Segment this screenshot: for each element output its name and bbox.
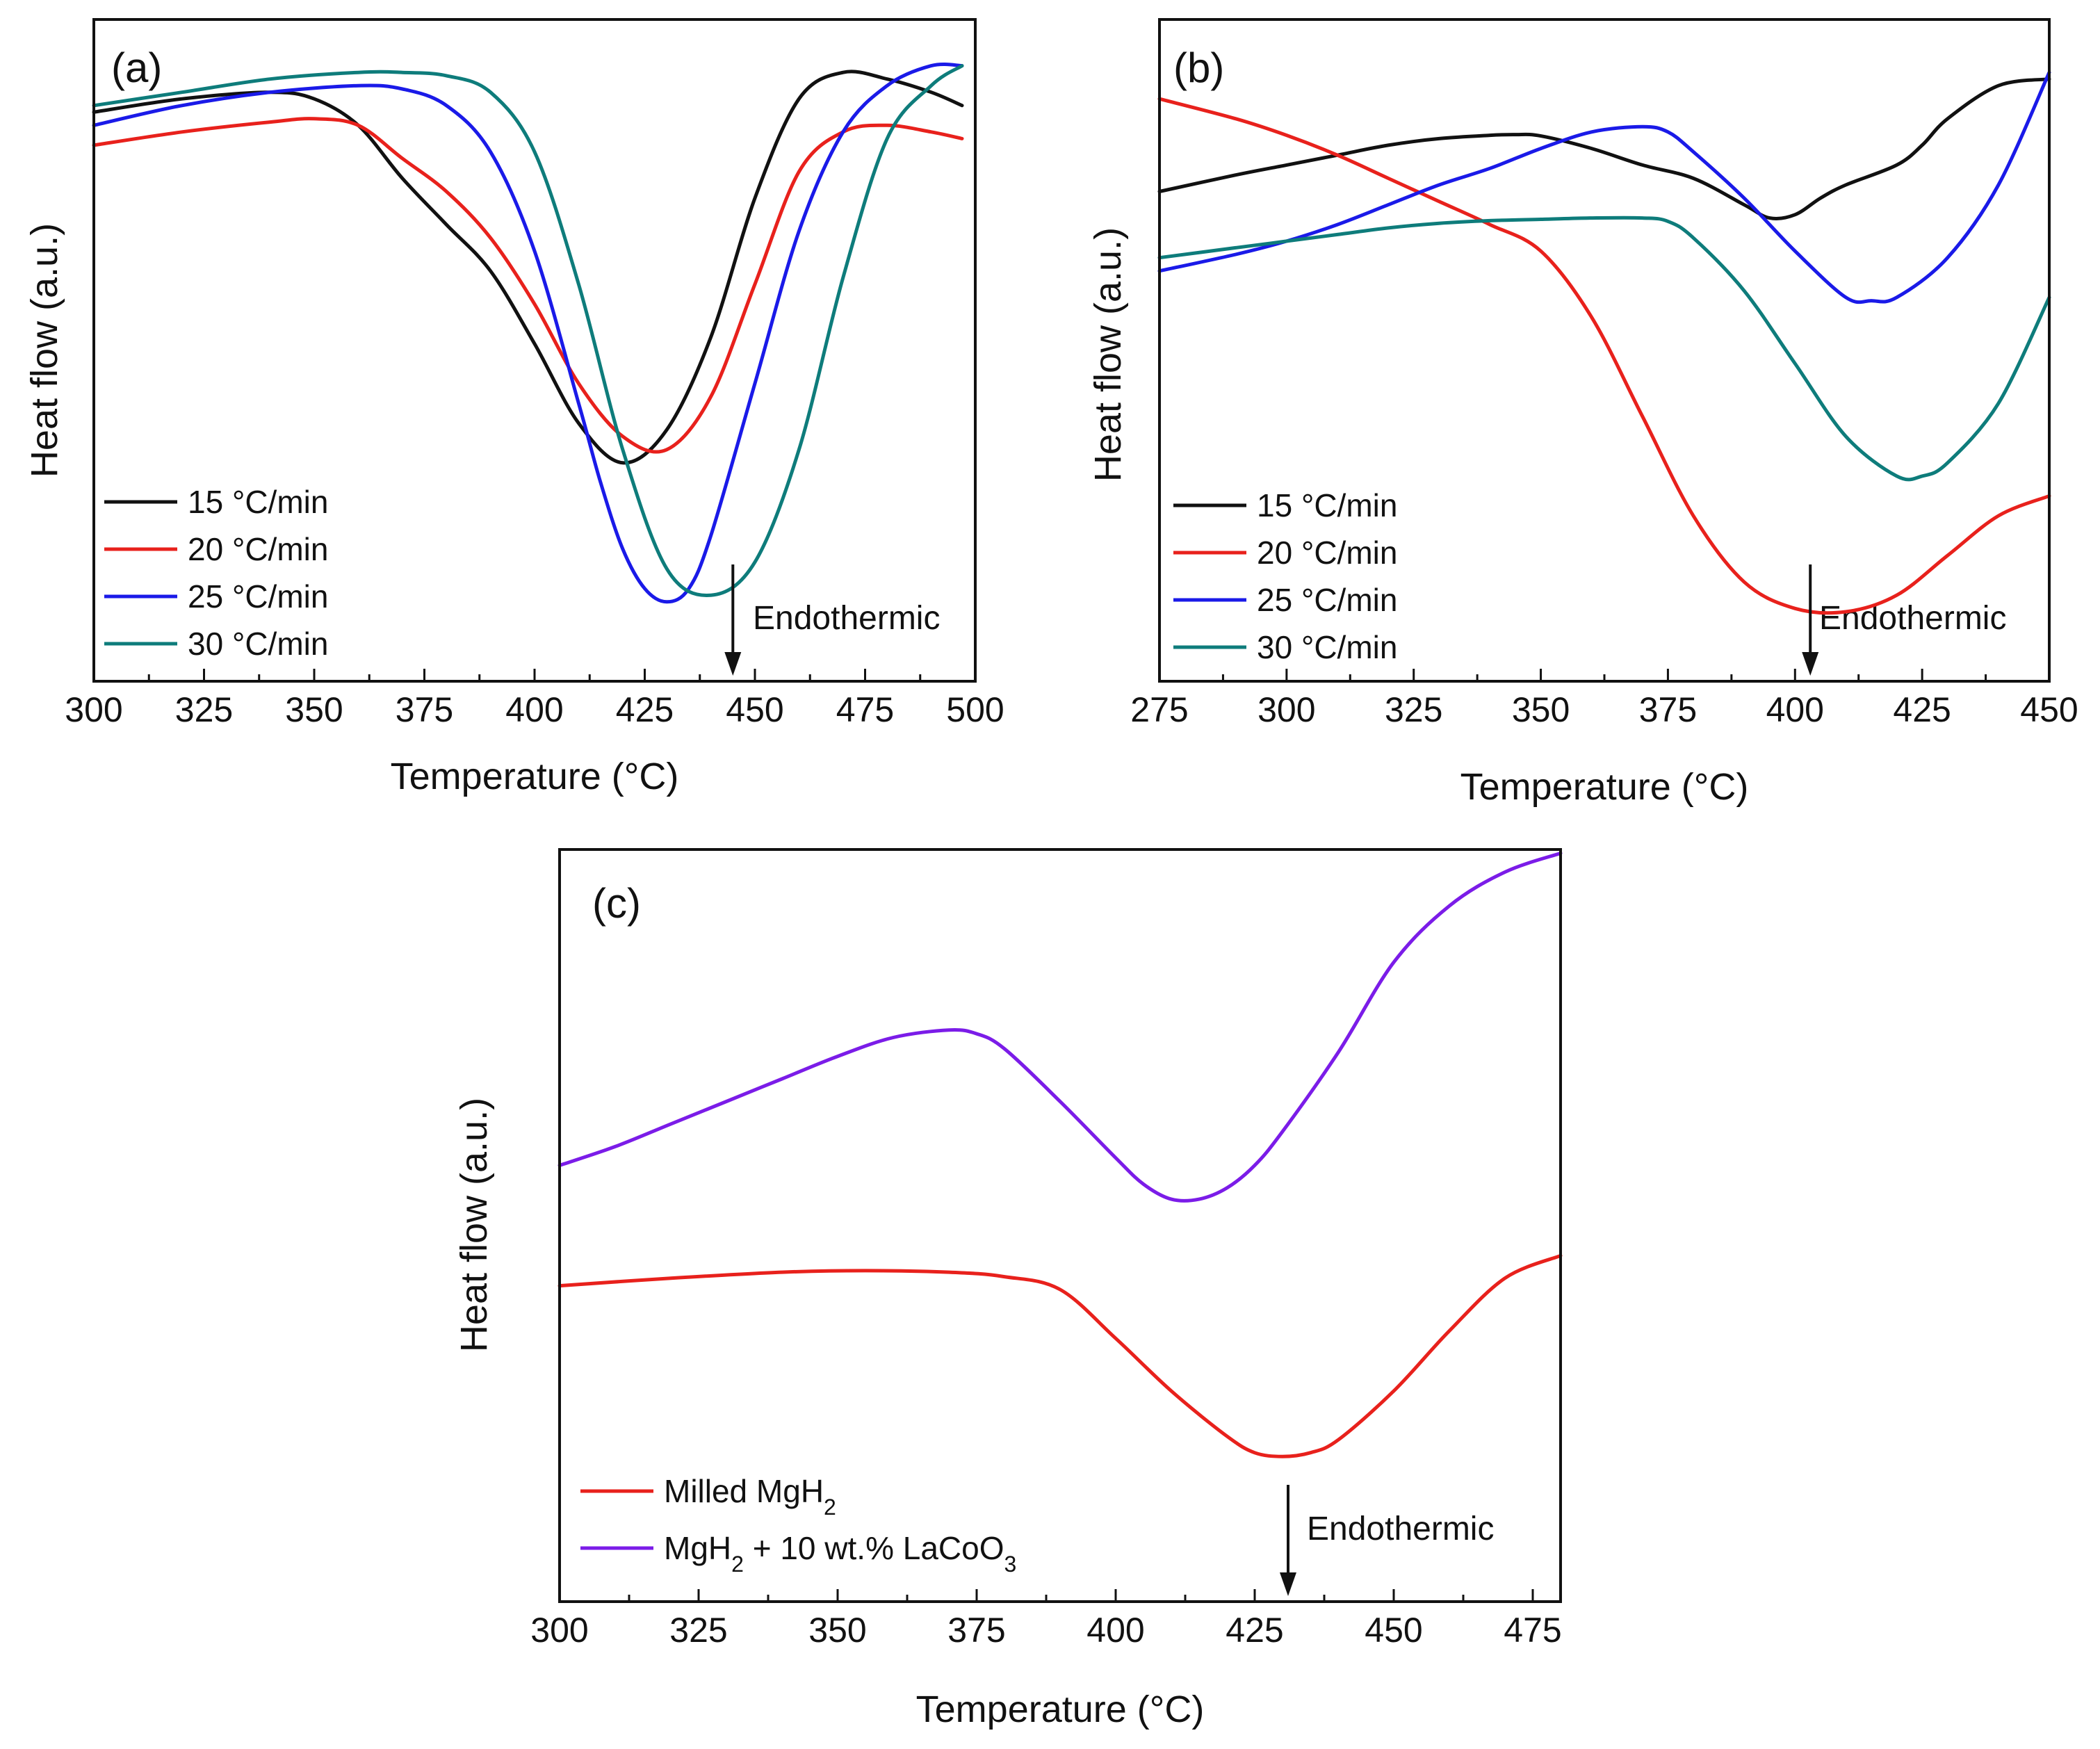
legend-label: 20 °C/min	[188, 531, 328, 567]
x-tick-label: 400	[1766, 690, 1824, 729]
legend-label: 20 °C/min	[1257, 535, 1397, 571]
x-tick-label: 475	[1504, 1611, 1561, 1650]
series-line-1	[1157, 77, 2051, 221]
x-tick-label: 425	[1893, 690, 1951, 729]
series-line-3	[1157, 70, 2051, 304]
legend: 15 °C/min 20 °C/min 25 °C/min 30 °C/min	[1173, 487, 1397, 665]
x-tick-label: 425	[1226, 1611, 1283, 1650]
legend-label: 25 °C/min	[1257, 582, 1397, 618]
x-tick-label: 300	[65, 690, 122, 729]
panel-b: Heat flow (a.u.) Temperature (°C) (b) En…	[1087, 18, 2078, 808]
series-line-4	[92, 64, 964, 597]
x-axis-title: Temperature (°C)	[391, 756, 679, 797]
endothermic-arrow-head	[724, 652, 742, 676]
legend-label: 25 °C/min	[188, 578, 328, 615]
x-tick-label: 500	[946, 690, 1004, 729]
panel-label: (c)	[592, 880, 641, 927]
series-line-2	[557, 851, 1563, 1203]
x-tick-label: 350	[808, 1611, 866, 1650]
series-line-2	[92, 117, 964, 454]
endothermic-label: Endothermic	[1307, 1511, 1494, 1547]
x-tick-label: 325	[669, 1611, 727, 1650]
legend: Milled MgH2 MgH2 + 10 wt.% LaCoO3	[580, 1473, 1016, 1577]
x-tick-label: 450	[2020, 690, 2078, 729]
series-line-1	[92, 70, 964, 465]
x-tick-label: 325	[1385, 690, 1442, 729]
y-axis-title: Heat flow (a.u.)	[1087, 227, 1129, 482]
panel-c: Heat flow (a.u.) Temperature (°C) (c) En…	[453, 848, 1563, 1730]
x-tick-label: 475	[836, 690, 894, 729]
endothermic-arrow-head	[1802, 652, 1819, 676]
x-tick-label: 350	[1512, 690, 1570, 729]
x-tick-label: 300	[1257, 690, 1315, 729]
endothermic-arrow-head	[1280, 1572, 1296, 1596]
legend-label: MgH2 + 10 wt.% LaCoO3	[664, 1530, 1016, 1577]
legend-label: 30 °C/min	[188, 626, 328, 662]
y-axis-title: Heat flow (a.u.)	[24, 223, 65, 478]
x-tick-label: 450	[726, 690, 783, 729]
x-tick-label: 375	[1639, 690, 1697, 729]
x-tick-label: 400	[505, 690, 563, 729]
x-tick-label: 350	[285, 690, 343, 729]
series-line-3	[92, 63, 964, 604]
endothermic-label: Endothermic	[753, 600, 940, 637]
endothermic-label: Endothermic	[1819, 600, 2006, 637]
legend: 15 °C/min 20 °C/min 25 °C/min 30 °C/min	[104, 484, 328, 662]
plot-frame	[92, 18, 977, 683]
x-axis-title: Temperature (°C)	[1460, 766, 1749, 808]
x-tick-label: 325	[175, 690, 233, 729]
plot-frame	[1158, 18, 2051, 683]
panel-label: (b)	[1173, 44, 1224, 91]
plot-frame	[558, 848, 1562, 1603]
panel-a: Heat flow (a.u.) Temperature (°C) (a) En…	[24, 18, 1004, 797]
x-tick-label: 275	[1130, 690, 1188, 729]
legend-label: 30 °C/min	[1257, 629, 1397, 665]
legend-label: 15 °C/min	[1257, 487, 1397, 523]
x-tick-label: 375	[396, 690, 453, 729]
y-axis-title: Heat flow (a.u.)	[453, 1098, 495, 1352]
x-tick-label: 400	[1086, 1611, 1144, 1650]
series-line-4	[1157, 215, 2051, 482]
series-line-1	[557, 1253, 1563, 1458]
series-line-2	[1157, 97, 2051, 615]
legend-label: 15 °C/min	[188, 484, 328, 520]
x-axis-title: Temperature (°C)	[916, 1689, 1205, 1730]
panel-label: (a)	[111, 44, 162, 91]
x-tick-label: 450	[1365, 1611, 1422, 1650]
x-tick-label: 425	[616, 690, 674, 729]
legend-label: Milled MgH2	[664, 1473, 836, 1520]
x-tick-label: 375	[947, 1611, 1005, 1650]
x-tick-label: 300	[530, 1611, 588, 1650]
